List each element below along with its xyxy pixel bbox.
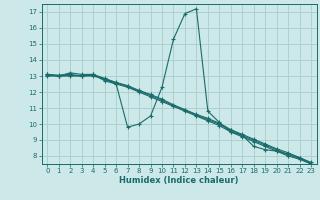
- X-axis label: Humidex (Indice chaleur): Humidex (Indice chaleur): [119, 176, 239, 185]
